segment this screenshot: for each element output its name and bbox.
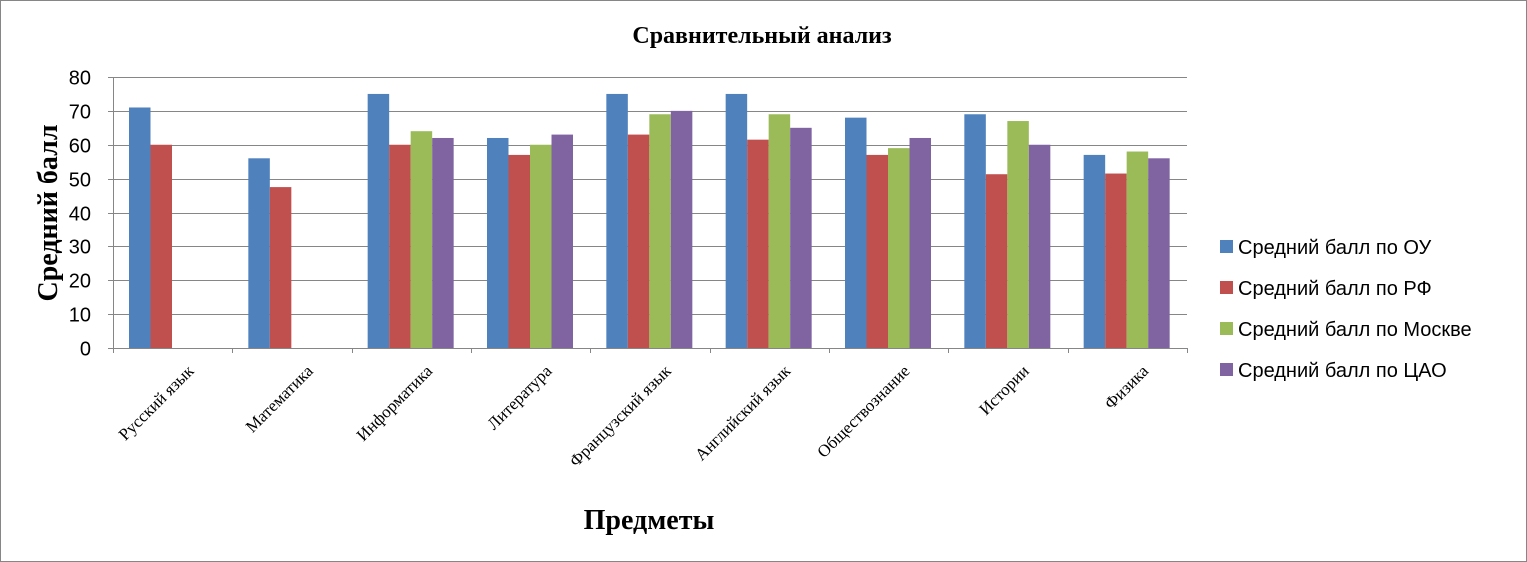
x-tick-label: Обществознание	[813, 361, 913, 461]
y-tick-label: 50	[69, 170, 91, 192]
bar	[1007, 121, 1028, 348]
chart-title: Сравнительный анализ	[632, 23, 892, 49]
x-axis-title: Предметы	[584, 505, 715, 536]
x-tick-label: Литература	[483, 361, 555, 433]
bars	[129, 94, 1170, 348]
legend-swatch	[1220, 281, 1233, 294]
y-tick-label: 80	[69, 68, 91, 90]
bar	[606, 94, 628, 348]
bar	[487, 138, 509, 348]
x-tick-label: Физика	[1101, 361, 1153, 413]
bar	[888, 148, 910, 348]
x-axis-ticks: Русский язык Математика Информатика Литерат…	[114, 348, 1188, 471]
y-tick-label: 10	[69, 305, 91, 327]
bar	[964, 114, 986, 348]
bar	[671, 111, 693, 348]
bar	[747, 140, 769, 348]
legend-swatch	[1220, 240, 1233, 253]
legend-swatch	[1220, 322, 1233, 335]
bar	[1148, 158, 1170, 348]
legend-label: Средний балл по РФ	[1238, 278, 1432, 300]
bar	[368, 94, 390, 348]
bar	[432, 138, 454, 348]
bar	[530, 145, 552, 348]
bar	[649, 114, 671, 348]
bar	[509, 155, 531, 348]
legend-label: Средний балл по ЦАО	[1238, 360, 1447, 382]
x-tick-label: Французский язык	[566, 361, 676, 471]
x-tick-label: Истории	[975, 361, 1032, 418]
bar	[726, 94, 748, 348]
bar	[986, 174, 1008, 348]
bar	[1084, 155, 1106, 348]
bar	[1029, 145, 1051, 348]
bar	[1127, 152, 1149, 348]
x-tick-label: Информатика	[353, 361, 437, 445]
x-tick-label: Русский язык	[115, 361, 198, 444]
bar	[790, 128, 812, 348]
bar	[151, 145, 173, 348]
y-axis-title: Средний балл	[33, 124, 64, 301]
legend: Средний балл по ОУ Средний балл по РФ Сред…	[1220, 237, 1472, 382]
bar	[129, 107, 151, 348]
y-tick-label: 20	[69, 271, 91, 293]
y-tick-label: 60	[69, 136, 91, 158]
y-tick-label: 70	[69, 102, 91, 124]
legend-label: Средний балл по ОУ	[1238, 237, 1432, 259]
legend-label: Средний балл по Москве	[1238, 319, 1472, 341]
bar	[769, 114, 791, 348]
bar	[248, 158, 269, 348]
bar	[845, 118, 867, 348]
y-tick-label: 0	[80, 339, 91, 361]
bar	[411, 131, 433, 348]
x-tick-label: Математика	[242, 361, 317, 436]
y-tick-label: 30	[69, 237, 91, 259]
bar	[552, 135, 574, 348]
x-tick-label: Английский язык	[691, 361, 794, 464]
bar	[389, 145, 411, 348]
bar	[270, 187, 292, 348]
legend-swatch	[1220, 363, 1233, 376]
y-tick-label: 40	[69, 204, 91, 226]
bar	[910, 138, 932, 348]
bar	[867, 155, 889, 348]
y-axis-ticks: 0 10 20 30 40 50 60 70 80	[69, 68, 91, 361]
bar	[1105, 174, 1127, 348]
bar	[628, 135, 650, 348]
